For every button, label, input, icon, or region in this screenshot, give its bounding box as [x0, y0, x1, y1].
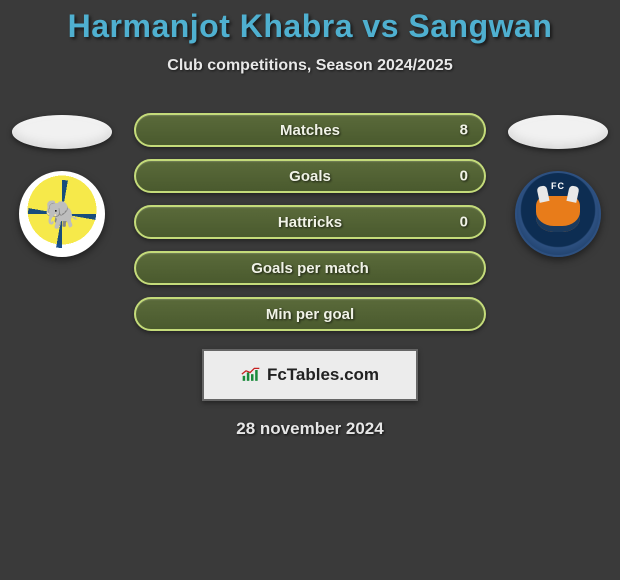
main-row: 🐘 Matches 8 Goals 0 Hattricks 0 Goa [0, 113, 620, 331]
right-column: FC [504, 113, 612, 257]
chart-icon [241, 367, 261, 383]
stat-right-value: 0 [460, 214, 468, 231]
stat-label: Hattricks [278, 214, 342, 231]
right-flag-oval [508, 115, 608, 149]
footer-date: 28 november 2024 [0, 419, 620, 439]
left-flag-oval [12, 115, 112, 149]
brand-text: FcTables.com [267, 365, 379, 385]
stat-row-goals: Goals 0 [134, 159, 486, 193]
stat-label: Goals per match [251, 260, 369, 277]
stat-row-hattricks: Hattricks 0 [134, 205, 486, 239]
comparison-card: Harmanjot Khabra vs Sangwan Club competi… [0, 0, 620, 439]
stat-label: Matches [280, 122, 340, 139]
gaur-icon [536, 196, 580, 232]
stat-right-value: 8 [460, 122, 468, 139]
stat-row-mpg: Min per goal [134, 297, 486, 331]
stat-row-gpm: Goals per match [134, 251, 486, 285]
stats-column: Matches 8 Goals 0 Hattricks 0 Goals per … [134, 113, 486, 331]
stat-right-value: 0 [460, 168, 468, 185]
left-column: 🐘 [8, 113, 116, 257]
elephant-icon: 🐘 [45, 198, 80, 231]
stat-label: Goals [289, 168, 331, 185]
fc-goa-text: FC [551, 181, 565, 191]
page-title: Harmanjot Khabra vs Sangwan [0, 8, 620, 45]
left-club-badge: 🐘 [19, 171, 105, 257]
brand-box[interactable]: FcTables.com [202, 349, 418, 401]
right-club-badge: FC [515, 171, 601, 257]
stat-row-matches: Matches 8 [134, 113, 486, 147]
subtitle: Club competitions, Season 2024/2025 [0, 57, 620, 75]
stat-label: Min per goal [266, 306, 354, 323]
